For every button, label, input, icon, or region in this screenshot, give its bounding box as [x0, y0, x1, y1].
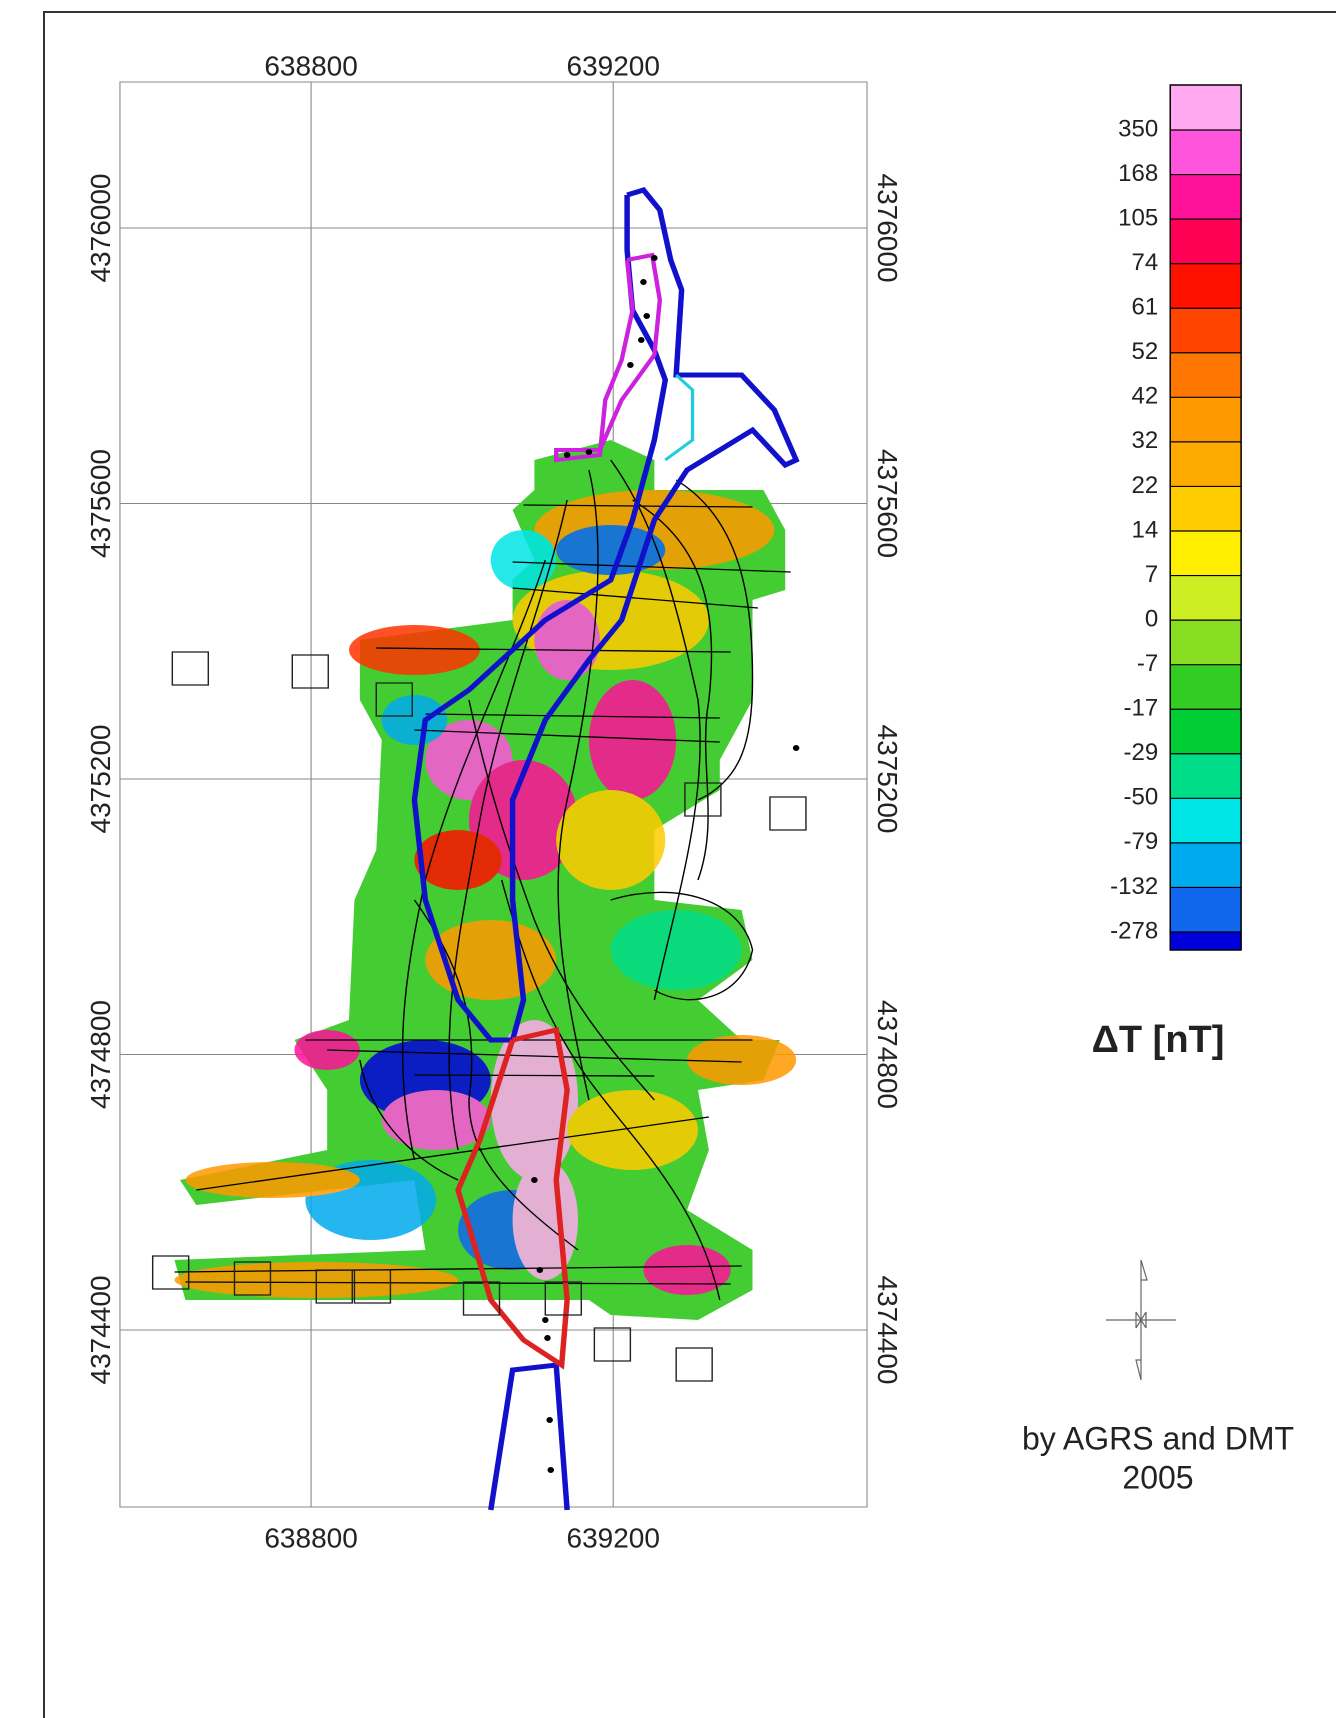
colorbar-band	[1170, 709, 1241, 754]
y-tick-label: 4375200	[85, 724, 116, 833]
y-tick-label: 4375600	[872, 449, 903, 558]
colorbar-band	[1170, 665, 1241, 710]
colorbar-label: -17	[1124, 695, 1159, 722]
colorbar-band	[1170, 397, 1241, 442]
colorbar-label: -132	[1110, 873, 1158, 900]
colorbar-band	[1170, 353, 1241, 398]
legend: 350 168 105 74 61 52 42 32 22 14 7 0 -7 -17 -29 -50 -79 -…	[1110, 85, 1241, 950]
colorbar-band	[1170, 308, 1241, 353]
x-tick-label: 638800	[264, 50, 357, 81]
colorbar-band	[1170, 219, 1241, 264]
colorbar-band	[1170, 85, 1241, 130]
colorbar-label: 22	[1132, 472, 1159, 499]
x-tick-label: 638800	[264, 1522, 357, 1553]
colorbar-band	[1170, 932, 1241, 950]
credit-line: by AGRS and DMT	[1022, 1420, 1294, 1456]
y-tick-label: 4376000	[85, 174, 116, 283]
y-tick-label: 4374800	[85, 1000, 116, 1109]
colorbar-label: 74	[1132, 249, 1159, 276]
colorbar-label: 0	[1145, 605, 1158, 632]
colorbar-band	[1170, 442, 1241, 487]
y-tick-label: 4375200	[872, 724, 903, 833]
colorbar-label: 52	[1132, 338, 1159, 365]
colorbar-label: -29	[1124, 739, 1159, 766]
colorbar-band	[1170, 264, 1241, 309]
colorbar-label: 105	[1118, 204, 1158, 231]
y-tick-label: 4374400	[872, 1275, 903, 1384]
colorbar-label: -278	[1110, 917, 1158, 944]
colorbar-label: 7	[1145, 561, 1158, 588]
colorbar-band	[1170, 887, 1241, 932]
colorbar-band	[1170, 130, 1241, 175]
colorbar-band	[1170, 620, 1241, 665]
colorbar-label: 168	[1118, 160, 1158, 187]
colorbar-label: -7	[1137, 650, 1158, 677]
colorbar-label: 42	[1132, 383, 1159, 410]
colorbar-label: 61	[1132, 294, 1159, 321]
colorbar-band	[1170, 754, 1241, 799]
map-page: 350 168 105 74 61 52 42 32 22 14 7 0 -7 -17 -29 -50 -79 -…	[0, 0, 1336, 1718]
x-tick-label: 639200	[567, 50, 660, 81]
colorbar-band	[1170, 843, 1241, 888]
credit-year: 2005	[1122, 1459, 1193, 1495]
colorbar-label: 14	[1132, 516, 1159, 543]
y-tick-label: 4375600	[85, 449, 116, 558]
colorbar-band	[1170, 576, 1241, 621]
x-tick-label: 639200	[567, 1522, 660, 1553]
colorbar-band	[1170, 798, 1241, 843]
y-tick-label: 4374400	[85, 1275, 116, 1384]
colorbar-label: 350	[1118, 115, 1158, 142]
colorbar-label: 32	[1132, 427, 1159, 454]
legend-title: ΔT [nT]	[1092, 1019, 1225, 1061]
colorbar-label: -79	[1124, 828, 1159, 855]
colorbar-band	[1170, 531, 1241, 576]
map-layer	[120, 82, 867, 1510]
y-tick-label: 4376000	[872, 174, 903, 283]
colorbar-band	[1170, 175, 1241, 220]
colorbar-band	[1170, 486, 1241, 531]
north-arrow	[1106, 1260, 1176, 1380]
colorbar-label: -50	[1124, 784, 1159, 811]
y-tick-label: 4374800	[872, 1000, 903, 1109]
